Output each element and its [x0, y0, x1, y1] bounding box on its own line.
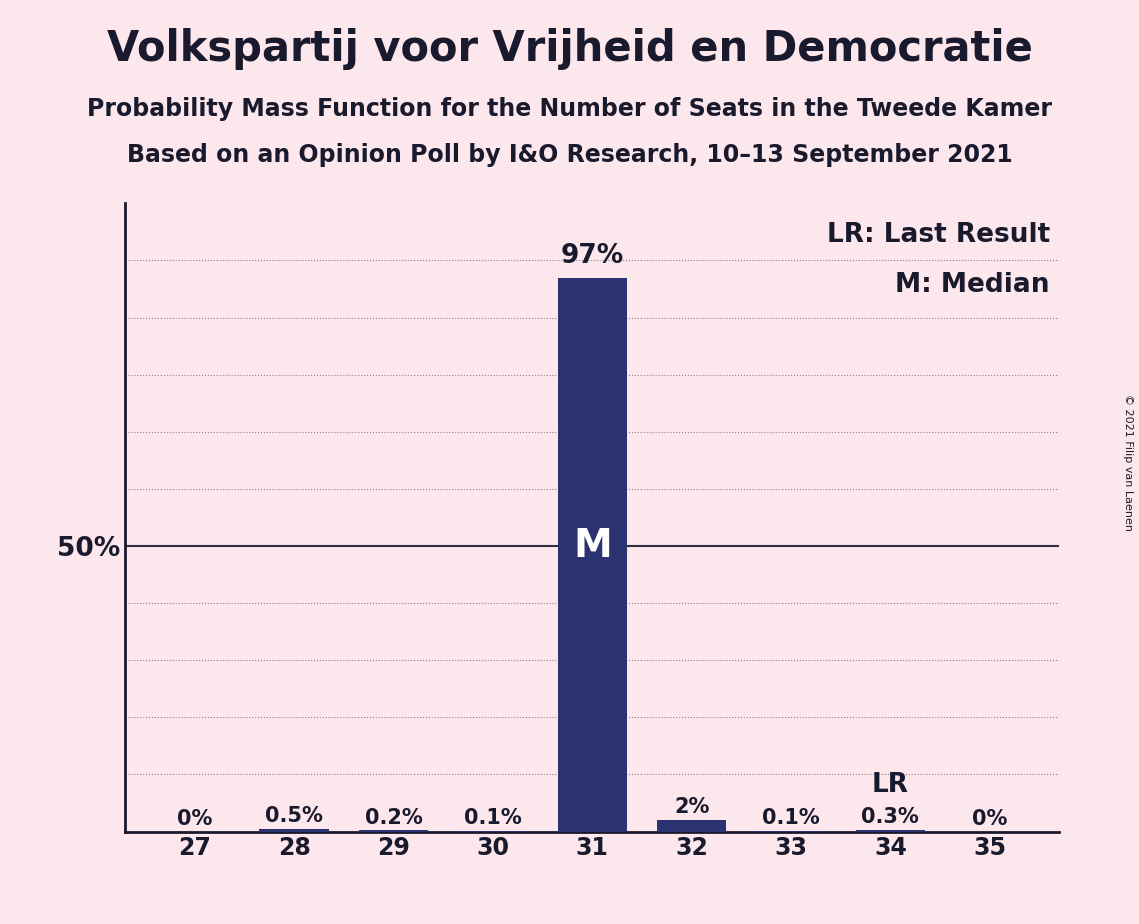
Text: © 2021 Filip van Laenen: © 2021 Filip van Laenen — [1123, 394, 1133, 530]
Text: LR: LR — [871, 772, 909, 798]
Text: Based on an Opinion Poll by I&O Research, 10–13 September 2021: Based on an Opinion Poll by I&O Research… — [126, 143, 1013, 167]
Bar — [657, 821, 727, 832]
Text: M: Median: M: Median — [895, 273, 1050, 298]
Text: 97%: 97% — [560, 243, 624, 269]
Text: 2%: 2% — [674, 797, 710, 818]
Text: 0.1%: 0.1% — [464, 808, 522, 828]
Text: 0%: 0% — [178, 809, 213, 830]
Text: Volkspartij voor Vrijheid en Democratie: Volkspartij voor Vrijheid en Democratie — [107, 28, 1032, 69]
Bar — [557, 277, 628, 832]
Bar — [260, 829, 329, 832]
Bar — [359, 831, 428, 832]
Text: LR: Last Result: LR: Last Result — [827, 222, 1050, 249]
Text: 0.5%: 0.5% — [265, 806, 323, 826]
Text: 0%: 0% — [972, 809, 1007, 830]
Text: 0.1%: 0.1% — [762, 808, 820, 828]
Text: 0.3%: 0.3% — [861, 807, 919, 827]
Text: M: M — [573, 527, 612, 565]
Bar — [855, 830, 925, 832]
Text: 0.2%: 0.2% — [364, 808, 423, 828]
Text: Probability Mass Function for the Number of Seats in the Tweede Kamer: Probability Mass Function for the Number… — [87, 97, 1052, 121]
